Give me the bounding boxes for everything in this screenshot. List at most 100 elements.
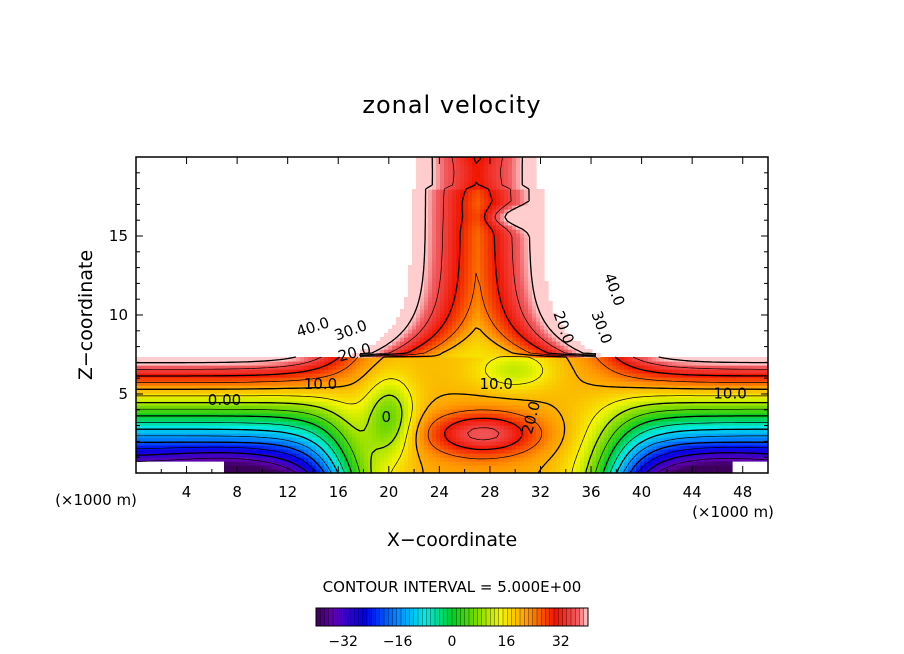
field-cell xyxy=(456,449,461,454)
field-cell xyxy=(480,313,485,318)
field-cell xyxy=(476,381,481,386)
field-cell xyxy=(588,465,593,470)
field-cell xyxy=(152,405,157,410)
field-cell xyxy=(172,421,177,426)
field-cell xyxy=(296,373,301,378)
field-cell xyxy=(148,369,153,374)
field-cell xyxy=(756,405,761,410)
field-cell xyxy=(464,333,469,338)
field-cell xyxy=(248,405,253,410)
field-cell xyxy=(344,461,349,466)
field-cell xyxy=(500,337,505,342)
field-cell xyxy=(280,449,285,454)
field-cell xyxy=(560,377,565,382)
field-cell xyxy=(620,357,625,362)
field-cell xyxy=(456,453,461,458)
field-cell xyxy=(200,409,205,414)
field-cell xyxy=(484,397,489,402)
field-cell xyxy=(432,365,437,370)
field-cell xyxy=(152,377,157,382)
field-cell xyxy=(548,341,553,346)
field-cell xyxy=(592,465,597,470)
field-cell xyxy=(640,369,645,374)
field-cell xyxy=(544,333,549,338)
field-cell xyxy=(516,329,521,334)
field-cell xyxy=(332,469,337,473)
field-cell xyxy=(380,377,385,382)
field-cell xyxy=(300,381,305,386)
field-cell xyxy=(240,469,245,473)
field-cell xyxy=(540,433,545,438)
field-cell xyxy=(568,353,573,358)
field-cell xyxy=(688,381,693,386)
field-cell xyxy=(620,369,625,374)
field-cell xyxy=(396,445,401,450)
field-cell xyxy=(512,381,517,386)
field-cell xyxy=(736,417,741,422)
field-cell xyxy=(532,401,537,406)
field-cell xyxy=(548,469,553,473)
field-cell xyxy=(476,469,481,473)
field-cell xyxy=(684,425,689,430)
field-cell xyxy=(632,357,637,362)
field-cell xyxy=(344,377,349,382)
field-cell xyxy=(176,409,181,414)
field-cell xyxy=(584,453,589,458)
field-cell xyxy=(644,425,649,430)
field-cell xyxy=(564,413,569,418)
field-cell xyxy=(704,397,709,402)
field-cell xyxy=(508,393,513,398)
field-cell xyxy=(616,429,621,434)
field-cell xyxy=(732,393,737,398)
field-cell xyxy=(576,429,581,434)
field-cell xyxy=(408,465,413,470)
field-cell xyxy=(628,441,633,446)
field-cell xyxy=(648,365,653,370)
field-cell xyxy=(168,385,173,390)
field-cell xyxy=(156,389,161,394)
field-cell xyxy=(596,425,601,430)
field-cell xyxy=(472,397,477,402)
field-cell xyxy=(220,397,225,402)
field-cell xyxy=(412,417,417,422)
field-cell xyxy=(544,381,549,386)
field-cell xyxy=(692,465,697,470)
field-cell xyxy=(148,449,153,454)
field-cell xyxy=(592,393,597,398)
field-cell xyxy=(704,417,709,422)
field-cell xyxy=(276,421,281,426)
field-cell xyxy=(316,421,321,426)
field-cell xyxy=(548,325,553,330)
field-cell xyxy=(604,445,609,450)
field-cell xyxy=(500,457,505,462)
field-cell xyxy=(180,389,185,394)
field-cell xyxy=(180,365,185,370)
field-cell xyxy=(560,325,565,330)
field-cell xyxy=(632,417,637,422)
field-cell xyxy=(724,417,729,422)
field-cell xyxy=(636,437,641,442)
field-cell xyxy=(732,377,737,382)
field-cell xyxy=(196,425,201,430)
field-cell xyxy=(476,329,481,334)
field-cell xyxy=(284,413,289,418)
field-cell xyxy=(388,389,393,394)
field-cell xyxy=(164,389,169,394)
field-cell xyxy=(156,405,161,410)
field-cell xyxy=(392,445,397,450)
field-cell xyxy=(516,373,521,378)
field-cell xyxy=(452,385,457,390)
field-cell xyxy=(408,389,413,394)
field-cell xyxy=(464,405,469,410)
field-cell xyxy=(404,405,409,410)
field-cell xyxy=(512,417,517,422)
field-cell xyxy=(200,389,205,394)
field-cell xyxy=(576,437,581,442)
field-cell xyxy=(240,393,245,398)
field-cell xyxy=(492,445,497,450)
field-cell xyxy=(252,457,257,462)
field-cell xyxy=(444,457,449,462)
field-cell xyxy=(460,429,465,434)
field-cell xyxy=(400,401,405,406)
field-cell xyxy=(400,317,405,322)
